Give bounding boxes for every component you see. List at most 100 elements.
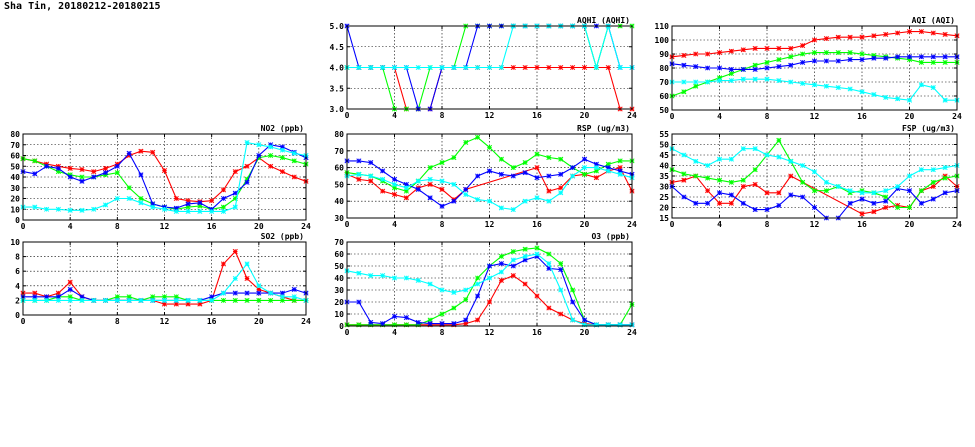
- no2-plot-frame: [22, 133, 307, 221]
- o3-data-point: [403, 315, 409, 321]
- no2-data-point: [268, 163, 274, 169]
- so2-data-point: [268, 297, 274, 303]
- fsp-data-point: [681, 152, 687, 158]
- so2-data-point: [232, 297, 238, 303]
- no2-data-point: [279, 147, 285, 153]
- aqi-data-point: [681, 62, 687, 68]
- aqhi-data-point: [475, 64, 481, 71]
- no2-data-point: [79, 174, 85, 180]
- aqhi-ytick-label: 3.0: [330, 105, 345, 114]
- rsp-data-point: [475, 196, 481, 203]
- rsp-data-point: [451, 181, 457, 187]
- fsp-data-point: [883, 204, 889, 211]
- so2-plot-frame: [22, 241, 307, 316]
- no2-data-point: [209, 208, 215, 214]
- aqhi-data-point: [558, 64, 564, 71]
- so2-xtick-label: 16: [207, 317, 217, 326]
- rsp-data-point: [439, 186, 445, 192]
- rsp-data-point: [427, 165, 433, 171]
- no2-data-point: [232, 190, 238, 196]
- aqi-data-point: [823, 50, 829, 56]
- aqi-data-point: [942, 59, 948, 65]
- aqi-data-point: [764, 59, 770, 65]
- aqhi-xtick-label: 4: [392, 111, 397, 120]
- fsp-data-point: [764, 207, 770, 213]
- aqi-xtick-label: 12: [810, 112, 820, 121]
- no2-ytick-label: 80: [10, 130, 20, 139]
- fsp-data-point: [728, 192, 734, 198]
- aqi-data-point: [693, 83, 699, 89]
- aqi-data-point: [752, 76, 758, 82]
- rsp-data-point: [427, 195, 433, 201]
- fsp-data-point: [788, 158, 794, 164]
- rsp-xtick-label: 12: [485, 220, 495, 229]
- rsp-data-point: [475, 173, 481, 179]
- no2-data-point: [67, 165, 73, 171]
- o3-data-point: [415, 277, 421, 283]
- so2-data-point: [291, 286, 297, 293]
- aqi-data-point: [693, 64, 699, 70]
- panel-aqi: 0 4 8 12 16 20 24 50 60 70 80 90 100 110 AQI (AQI): [655, 16, 962, 121]
- o3-data-point: [463, 317, 469, 323]
- o3-data-point: [558, 311, 564, 317]
- fsp-data-point: [835, 183, 841, 190]
- aqi-data-point: [705, 65, 711, 71]
- aqi-data-point: [906, 97, 913, 103]
- aqi-data-point: [835, 34, 841, 40]
- no2-data-point: [161, 167, 168, 174]
- rsp-data-point: [558, 156, 564, 162]
- fsp-data-point: [728, 179, 734, 185]
- so2-data-point: [161, 297, 168, 303]
- fsp-data-point: [764, 190, 770, 196]
- rsp-data-point: [581, 165, 588, 171]
- fsp-data-point: [871, 200, 877, 206]
- aqi-data-point: [811, 37, 818, 43]
- aqi-title: AQI (AQI): [912, 16, 955, 25]
- no2-data-point: [32, 171, 38, 177]
- rsp-data-point: [391, 176, 398, 182]
- o3-data-point: [534, 251, 540, 257]
- so2-xtick-label: 24: [301, 317, 311, 326]
- rsp-data-point: [356, 171, 362, 177]
- aqi-data-point: [788, 54, 794, 60]
- fsp-data-point: [895, 204, 901, 211]
- no2-data-point: [32, 204, 38, 210]
- rsp-data-point: [368, 173, 374, 179]
- o3-data-point: [498, 277, 504, 283]
- aqi-series-group: [669, 29, 960, 103]
- aqhi-ytick-label: 5.0: [330, 22, 345, 31]
- o3-data-point: [486, 263, 493, 269]
- aqhi-ytick-label: 3.5: [330, 84, 345, 93]
- o3-data-point: [546, 305, 552, 311]
- rsp-ytick-label: 80: [334, 130, 344, 139]
- aqhi-xtick-label: 20: [580, 111, 590, 120]
- fsp-data-point: [859, 190, 865, 196]
- aqi-data-point: [906, 29, 913, 35]
- fsp-data-point: [930, 179, 936, 185]
- no2-data-point: [91, 169, 97, 175]
- aqhi-xtick-label: 8: [440, 111, 445, 120]
- so2-data-point: [220, 290, 227, 296]
- aqi-data-point: [847, 34, 853, 40]
- aqi-data-point: [693, 51, 699, 57]
- so2-data-point: [244, 275, 250, 282]
- no2-ytick-label: 70: [10, 141, 20, 150]
- o3-ytick-label: 70: [334, 238, 344, 247]
- aqi-xtick-label: 20: [905, 112, 915, 121]
- rsp-title: RSP (ug/m3): [577, 124, 630, 133]
- fsp-data-point: [883, 194, 889, 200]
- o3-ytick-label: 40: [334, 274, 344, 283]
- aqi-ytick-label: 70: [659, 78, 669, 87]
- fsp-data-point: [740, 177, 746, 183]
- no2-data-point: [256, 152, 262, 159]
- no2-ytick-label: 60: [10, 152, 20, 161]
- o3-data-point: [380, 321, 386, 327]
- so2-data-point: [138, 297, 144, 303]
- no2-data-point: [220, 187, 227, 193]
- no2-xtick-label: 24: [301, 222, 311, 231]
- aqhi-data-point: [522, 64, 528, 71]
- fsp-data-point: [823, 179, 829, 185]
- o3-data-point: [368, 273, 374, 279]
- fsp-ytick-label: 15: [659, 214, 669, 223]
- aqi-data-point: [681, 89, 687, 95]
